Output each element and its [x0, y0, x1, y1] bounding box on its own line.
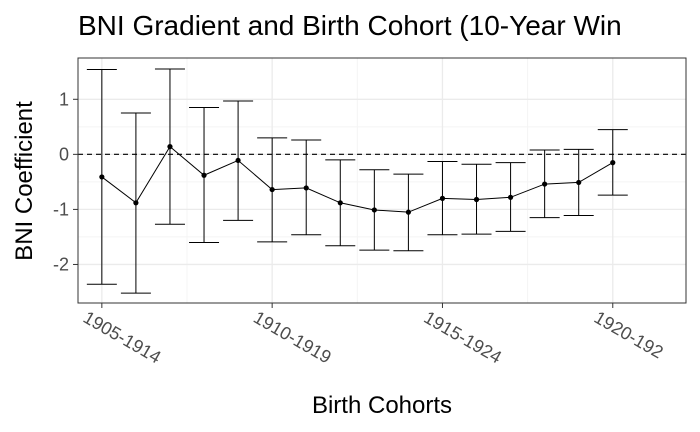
data-point — [235, 157, 241, 164]
data-point — [542, 181, 548, 187]
y-tick-label: 0 — [59, 144, 69, 164]
y-axis: -2 -1 0 1 — [53, 89, 78, 274]
data-point — [133, 200, 139, 206]
data-points — [99, 144, 616, 215]
data-point — [303, 185, 309, 191]
y-tick-label: 1 — [59, 89, 69, 109]
data-point — [473, 196, 480, 203]
grid — [78, 58, 686, 303]
series-line — [101, 145, 614, 213]
data-point — [269, 186, 275, 193]
y-axis-title: BNI Coefficient — [11, 101, 38, 261]
data-point — [371, 207, 377, 213]
x-tick-label: 1920-192 — [591, 307, 667, 362]
y-tick-label: -2 — [53, 254, 69, 274]
data-point — [439, 195, 446, 201]
data-point — [405, 209, 411, 215]
data-point — [337, 200, 343, 206]
panel-border — [77, 57, 687, 304]
data-point — [507, 194, 514, 200]
x-axis-title: Birth Cohorts — [312, 392, 452, 419]
x-tick-label: 1910-1919 — [250, 307, 335, 367]
x-tick-label: 1915-1924 — [420, 307, 505, 367]
chart-title: BNI Gradient and Birth Cohort (10-Year W… — [78, 10, 622, 41]
data-point — [610, 160, 616, 166]
data-point — [201, 172, 207, 178]
data-point — [576, 179, 582, 186]
x-axis: 1905-1914 1910-1919 1915-1924 1920-192 — [80, 303, 667, 368]
data-point — [167, 144, 173, 150]
data-point — [99, 174, 105, 180]
x-tick-label: 1905-1914 — [80, 307, 165, 367]
y-tick-label: -1 — [53, 199, 69, 219]
